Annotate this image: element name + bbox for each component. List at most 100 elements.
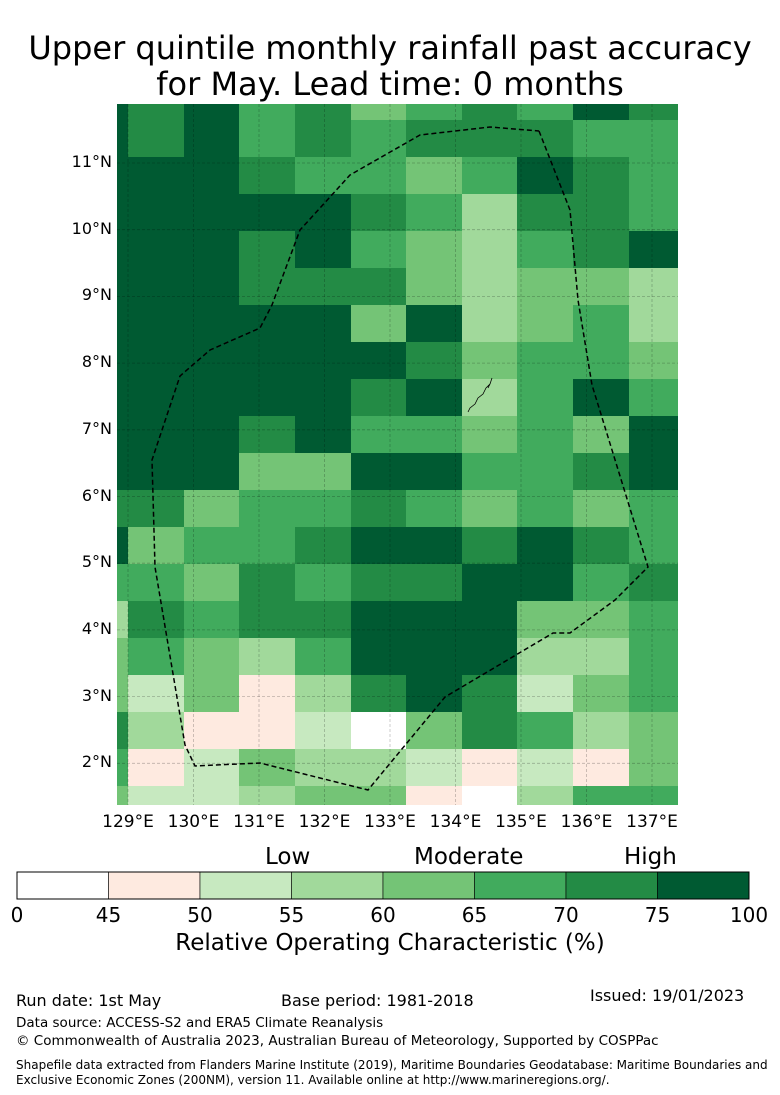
colorbar-tick-label: 0 [10, 903, 24, 927]
colorbar-tick-label: 70 [553, 903, 579, 927]
heatmap-cell [295, 675, 352, 713]
x-tick-label: 129°E [102, 812, 154, 832]
heatmap-cell [239, 416, 296, 454]
x-tick-label: 134°E [429, 812, 482, 832]
heatmap-cell [295, 638, 352, 676]
heatmap-cell [629, 231, 678, 269]
shapefile-credit-2: Exclusive Economic Zones (200NM), versio… [16, 1073, 610, 1087]
heatmap-cell [128, 231, 185, 269]
heatmap-cell [573, 712, 630, 750]
heatmap-cell [517, 675, 574, 713]
heatmap-cell [128, 342, 185, 380]
heatmap-cell [573, 194, 630, 232]
heatmap-cell [462, 675, 518, 713]
heatmap-cell [629, 194, 678, 232]
heatmap-cell [462, 490, 518, 528]
heatmap-cell [629, 786, 678, 805]
y-tick-label: 8°N [81, 352, 112, 372]
heatmap-cell [117, 453, 129, 491]
colorbar-segment [199, 871, 292, 900]
x-tick-label: 130°E [167, 812, 220, 832]
heatmap-cell [239, 527, 296, 565]
heatmap-cell [117, 379, 129, 417]
y-tick-label: 7°N [81, 418, 112, 438]
heatmap-cell [406, 104, 463, 121]
heatmap-cell [295, 231, 352, 269]
heatmap-cell [517, 342, 574, 380]
heatmap-cell [239, 786, 296, 805]
heatmap-cell [117, 104, 129, 121]
heatmap-cell [128, 749, 185, 787]
colorbar-frame [16, 871, 750, 900]
shapefile-credit-1: Shapefile data extracted from Flanders M… [16, 1058, 768, 1072]
heatmap-cell [573, 379, 630, 417]
heatmap-cell [128, 416, 185, 454]
heatmap-cell [462, 749, 518, 787]
heatmap-cell [629, 712, 678, 750]
heatmap-cell [184, 104, 240, 121]
heatmap-cell [351, 342, 407, 380]
island-outline [467, 377, 493, 413]
heatmap-cell [295, 601, 352, 639]
heatmap-cell [406, 342, 463, 380]
heatmap-cell [351, 305, 407, 343]
heatmap-cell [117, 120, 129, 158]
heatmap-cell [117, 416, 129, 454]
x-tick-label: 137°E [626, 812, 678, 832]
heatmap-cell [517, 527, 574, 565]
heatmap-cell [117, 268, 129, 306]
x-tick-label: 136°E [560, 812, 613, 832]
heatmap-cell [462, 120, 518, 158]
colorbar-segment [382, 871, 475, 900]
heatmap-cell [517, 416, 574, 454]
heatmap-cell [629, 564, 678, 602]
heatmap-cell [573, 675, 630, 713]
heatmap-cell [239, 564, 296, 602]
heatmap-cell [351, 712, 407, 750]
heatmap-cell [351, 490, 407, 528]
colorbar-tick-label: 50 [187, 903, 213, 927]
heatmap-cell [351, 120, 407, 158]
heatmap-cell [629, 749, 678, 787]
heatmap-cell [295, 749, 352, 787]
y-tick-label: 5°N [81, 552, 112, 572]
heatmap-cell [295, 342, 352, 380]
heatmap-cell [128, 194, 185, 232]
y-tick-label: 9°N [81, 285, 112, 305]
heatmap-cell [462, 786, 518, 805]
heatmap-cell [295, 120, 352, 158]
heatmap-cell [462, 416, 518, 454]
heatmap-cell [573, 120, 630, 158]
heatmap-cell [629, 453, 678, 491]
issued-date: Issued: 19/01/2023 [590, 986, 745, 1005]
x-tick-label: 135°E [495, 812, 547, 832]
heatmap-cell [406, 194, 463, 232]
heatmap-cell [351, 675, 407, 713]
heatmap-cell [239, 231, 296, 269]
heatmap-cell [573, 564, 630, 602]
y-tick-label: 11°N [71, 152, 112, 171]
heatmap-cell [184, 675, 240, 713]
heatmap-cell [573, 601, 630, 639]
heatmap-cell [239, 453, 296, 491]
heatmap-cell [184, 601, 240, 639]
y-tick-label: 2°N [81, 752, 112, 772]
heatmap-cell [406, 564, 463, 602]
heatmap-cell [462, 268, 518, 306]
heatmap-cell [517, 712, 574, 750]
heatmap-cell [239, 104, 296, 121]
heatmap-cell [239, 490, 296, 528]
heatmap-cell [184, 453, 240, 491]
heatmap-cell [351, 104, 407, 121]
heatmap-cell [629, 527, 678, 565]
heatmap-cell [351, 194, 407, 232]
heatmap-cell [406, 786, 463, 805]
base-period: Base period: 1981-2018 [281, 991, 474, 1010]
heatmap-cell [629, 675, 678, 713]
heatmap-cell [629, 268, 678, 306]
heatmap-cell [462, 194, 518, 232]
heatmap-cell [517, 564, 574, 602]
heatmap-cell [629, 104, 678, 121]
heatmap-cell [184, 564, 240, 602]
heatmap-cell [239, 194, 296, 232]
